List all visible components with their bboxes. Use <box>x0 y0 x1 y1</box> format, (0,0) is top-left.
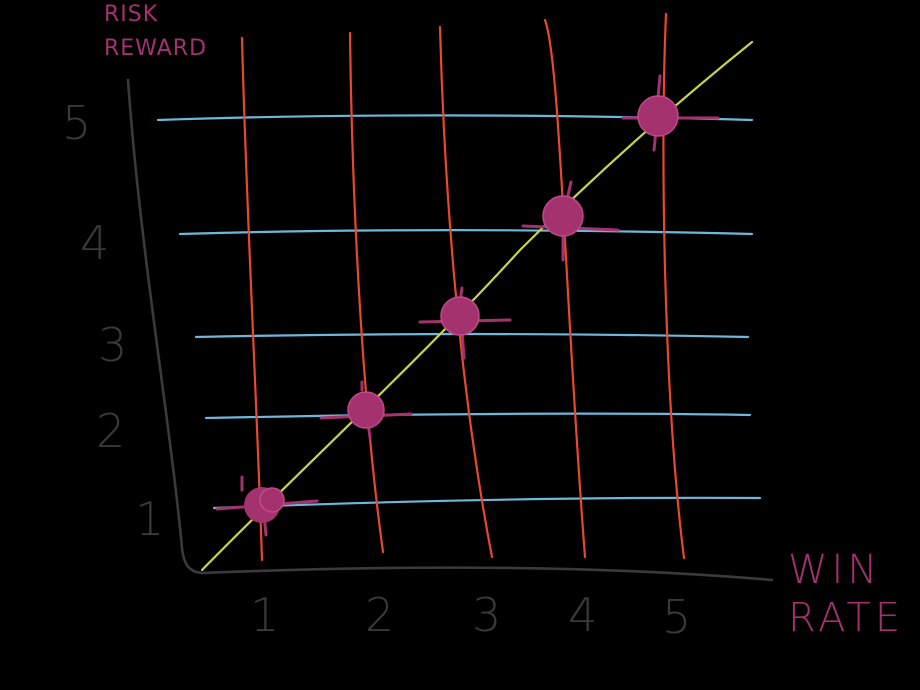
data-point-1[interactable] <box>215 475 319 537</box>
grid-line-x5 <box>662 12 686 560</box>
grid-line-x3 <box>438 25 494 559</box>
y-axis-title-line1: RISK <box>104 2 159 27</box>
axes <box>126 78 774 582</box>
x-tick-3: 3 <box>472 588 502 642</box>
x-axis-title-line2: RATE <box>788 595 905 641</box>
x-tick-5: 5 <box>662 590 692 644</box>
x-tick-2: 2 <box>365 588 395 642</box>
grid-line-x1 <box>240 36 264 562</box>
grid-line-x4 <box>543 18 587 559</box>
y-axis-title: RISK REWARD <box>104 4 207 60</box>
data-point-2[interactable] <box>319 380 413 440</box>
data-point-3[interactable] <box>418 286 512 360</box>
y-tick-1: 1 <box>135 492 165 546</box>
grid-line-y3 <box>194 332 750 339</box>
y-tick-5: 5 <box>62 96 92 150</box>
x-tick-1: 1 <box>250 588 280 642</box>
x-axis-title-line1: WIN <box>788 547 882 593</box>
x-axis <box>200 566 774 582</box>
x-axis-title: WIN RATE <box>788 550 904 638</box>
x-tick-4: 4 <box>568 588 598 642</box>
grid-line-x2 <box>348 31 385 554</box>
y-axis-title-line2: REWARD <box>104 36 208 61</box>
y-axis <box>126 78 204 575</box>
y-tick-2: 2 <box>96 404 126 458</box>
grid-line-y2 <box>204 412 752 420</box>
y-tick-3: 3 <box>98 318 128 372</box>
y-tick-4: 4 <box>80 216 110 270</box>
data-point-4[interactable] <box>521 180 620 262</box>
grid-line-y1 <box>212 496 762 510</box>
data-point-5[interactable] <box>621 74 720 152</box>
data-points <box>215 74 720 537</box>
grid-line-y4 <box>178 229 754 236</box>
